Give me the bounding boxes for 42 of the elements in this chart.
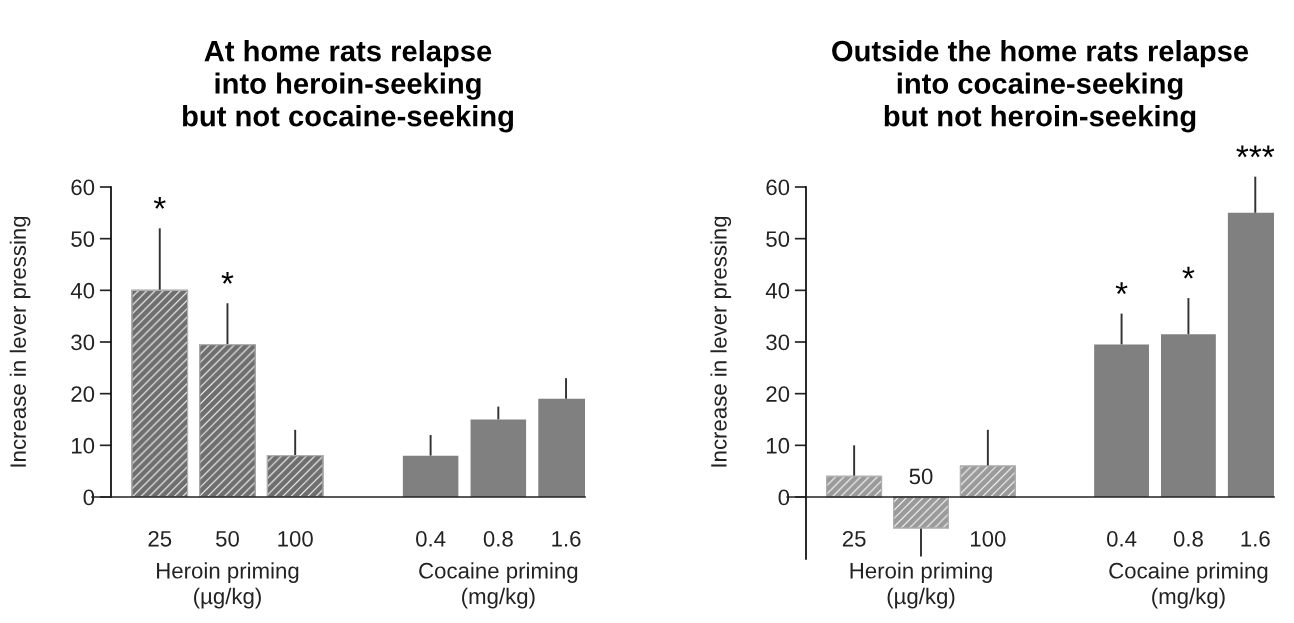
bar [1094,344,1149,497]
y-tick-label: 20 [766,386,790,402]
x-tick-label: 100 [278,530,313,547]
y-axis-title: Increase in lever pressing [9,216,31,467]
text: Cocaine priming (mg/kg) [1109,562,1268,609]
x-tick-label: 0.4 [1106,530,1137,547]
y-tick-label: 50 [71,231,95,247]
bar [402,455,459,497]
annotation: * [221,272,234,284]
y-tick-label: 40 [70,282,95,299]
y-tick-label: 50 [766,231,790,247]
y-tick-label: 20 [71,386,95,402]
x-tick-label: 1.6 [552,530,581,547]
annotation: * [1182,266,1195,279]
y-tick-label: 0 [778,489,790,506]
x-tick-label: 100 [971,530,1006,547]
chart-title: Outside the home rats relapse into cocaine-seeking but not heroin-seeking [832,40,1249,133]
annotation: * [1115,282,1128,295]
y-axis-title: Increase in lever pressing [710,216,732,467]
y-tick-label: 60 [71,179,95,196]
y-tick-label: 0 [83,489,95,506]
y-tick-label: 30 [766,334,790,351]
text: Heroin priming (µg/kg) [157,562,299,609]
x-tick-label: 25 [148,530,172,547]
x-tick-label: 1.6 [1241,530,1270,547]
annotation: * [153,197,166,209]
text: Heroin priming (µg/kg) [850,562,992,609]
y-tick-label: 60 [766,179,790,196]
y-tick-label: 30 [71,334,95,351]
annotation: *** [1236,145,1275,158]
y-tick-label: 40 [765,282,790,299]
y-tick-label: 10 [767,437,790,454]
chart-title: At home rats relapse into heroin-seeking but not cocaine-seeking [183,40,513,133]
y-tick-label: 10 [72,437,95,454]
x-tick-label: 0.4 [416,530,446,547]
x-tick-label: 25 [842,530,866,547]
text: Cocaine priming (mg/kg) [419,562,578,609]
x-tick-label: 50 [216,530,239,547]
x-tick-label: 0.8 [1173,530,1203,547]
bar [1161,334,1216,497]
bar [470,419,527,497]
x-tick-label: 0.8 [483,530,513,547]
